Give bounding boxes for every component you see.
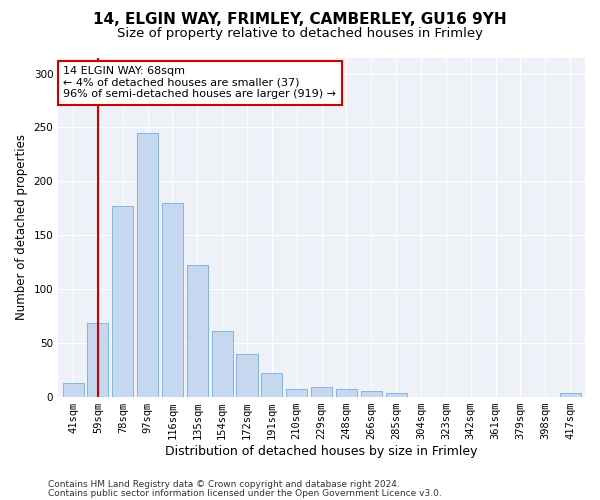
Bar <box>560 394 581 396</box>
Bar <box>386 394 407 396</box>
Y-axis label: Number of detached properties: Number of detached properties <box>15 134 28 320</box>
Text: 14 ELGIN WAY: 68sqm
← 4% of detached houses are smaller (37)
96% of semi-detache: 14 ELGIN WAY: 68sqm ← 4% of detached hou… <box>63 66 336 100</box>
Bar <box>262 373 283 396</box>
Bar <box>336 389 357 396</box>
Bar <box>311 387 332 396</box>
Bar <box>62 382 83 396</box>
Bar <box>137 133 158 396</box>
Text: Size of property relative to detached houses in Frimley: Size of property relative to detached ho… <box>117 28 483 40</box>
Bar <box>361 391 382 396</box>
Text: 14, ELGIN WAY, FRIMLEY, CAMBERLEY, GU16 9YH: 14, ELGIN WAY, FRIMLEY, CAMBERLEY, GU16 … <box>93 12 507 28</box>
Bar <box>236 354 257 397</box>
X-axis label: Distribution of detached houses by size in Frimley: Distribution of detached houses by size … <box>166 444 478 458</box>
Text: Contains HM Land Registry data © Crown copyright and database right 2024.: Contains HM Land Registry data © Crown c… <box>48 480 400 489</box>
Bar <box>286 389 307 396</box>
Bar <box>187 266 208 396</box>
Bar <box>162 203 183 396</box>
Text: Contains public sector information licensed under the Open Government Licence v3: Contains public sector information licen… <box>48 489 442 498</box>
Bar <box>112 206 133 396</box>
Bar <box>212 331 233 396</box>
Bar <box>88 324 109 396</box>
